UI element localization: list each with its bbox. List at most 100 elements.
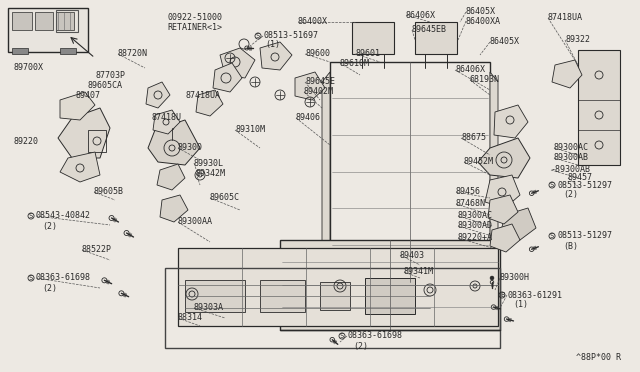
Polygon shape: [58, 108, 110, 158]
Bar: [60, 48, 76, 54]
Polygon shape: [60, 152, 100, 182]
Text: 89303A: 89303A: [194, 304, 224, 312]
Bar: [352, 22, 394, 54]
Text: 89605C: 89605C: [210, 193, 240, 202]
Polygon shape: [494, 105, 528, 138]
Text: 89300AD: 89300AD: [458, 221, 493, 231]
Bar: [578, 50, 620, 165]
Bar: [56, 10, 78, 32]
Text: 87418UA: 87418UA: [548, 13, 583, 22]
Polygon shape: [478, 138, 530, 178]
Text: 89300AB: 89300AB: [554, 154, 589, 163]
Polygon shape: [220, 48, 255, 78]
Polygon shape: [260, 42, 292, 70]
Text: B: B: [500, 292, 504, 298]
Text: 89300AA: 89300AA: [178, 218, 213, 227]
Polygon shape: [60, 92, 95, 120]
Text: 89610M: 89610M: [340, 58, 370, 67]
Text: 89341M: 89341M: [404, 267, 434, 276]
Text: 86406X: 86406X: [406, 10, 436, 19]
Text: 08363-61291: 08363-61291: [507, 291, 562, 299]
Text: 08513-51697: 08513-51697: [263, 32, 318, 41]
Text: S: S: [340, 333, 344, 339]
Text: 89601: 89601: [355, 49, 380, 58]
Text: 89300H: 89300H: [500, 273, 530, 282]
Text: 89605B: 89605B: [94, 187, 124, 196]
Text: 86406X: 86406X: [455, 65, 485, 74]
Circle shape: [490, 276, 494, 280]
Text: 86400XA: 86400XA: [466, 16, 501, 26]
Text: 87468N: 87468N: [456, 199, 486, 208]
Text: S: S: [550, 182, 554, 188]
Polygon shape: [157, 164, 185, 190]
Bar: [12, 12, 32, 30]
Text: (2): (2): [42, 283, 57, 292]
Text: 88522P: 88522P: [82, 246, 112, 254]
Text: 86405X: 86405X: [466, 7, 496, 16]
Bar: [8, 8, 88, 52]
Text: 89220+A: 89220+A: [458, 234, 493, 243]
Text: 89402M: 89402M: [304, 87, 334, 96]
Text: 89220: 89220: [14, 138, 39, 147]
Bar: [165, 268, 500, 348]
Text: (2): (2): [353, 341, 368, 350]
Text: 89456: 89456: [456, 187, 481, 196]
Text: 68193N: 68193N: [470, 76, 500, 84]
Bar: [178, 248, 498, 326]
Text: 87703P: 87703P: [96, 71, 126, 80]
Text: 89645E: 89645E: [305, 77, 335, 87]
Text: (1): (1): [513, 301, 528, 310]
Text: 89310M: 89310M: [235, 125, 265, 135]
Text: 08543-40842: 08543-40842: [36, 212, 91, 221]
Polygon shape: [146, 82, 170, 108]
Text: 08363-61698: 08363-61698: [36, 273, 91, 282]
Text: (1): (1): [265, 41, 280, 49]
Text: 89300: 89300: [178, 144, 203, 153]
Bar: [56, 12, 74, 30]
Bar: [12, 48, 28, 54]
Polygon shape: [490, 72, 498, 272]
Bar: [88, 130, 106, 152]
Text: (2): (2): [42, 221, 57, 231]
Text: 89300AC: 89300AC: [554, 144, 589, 153]
Polygon shape: [196, 90, 223, 116]
Text: 00922-51000: 00922-51000: [167, 13, 222, 22]
Bar: [330, 62, 490, 282]
Text: 88675: 88675: [461, 134, 486, 142]
Polygon shape: [552, 60, 582, 88]
Text: (2): (2): [563, 189, 578, 199]
Text: 89342M: 89342M: [196, 169, 226, 177]
Bar: [280, 240, 500, 330]
Polygon shape: [500, 208, 536, 240]
Text: S: S: [256, 33, 260, 39]
Polygon shape: [160, 195, 188, 222]
Text: 89406: 89406: [296, 113, 321, 122]
Bar: [320, 282, 350, 310]
Polygon shape: [213, 63, 242, 92]
Text: 89930L: 89930L: [194, 158, 224, 167]
Text: 87418U: 87418U: [152, 113, 182, 122]
Text: S: S: [29, 275, 33, 281]
Polygon shape: [295, 72, 325, 100]
Text: 87418UA: 87418UA: [186, 92, 221, 100]
Text: 86405X: 86405X: [490, 38, 520, 46]
Text: RETAINER<1>: RETAINER<1>: [167, 22, 222, 32]
Text: 89700X: 89700X: [14, 64, 44, 73]
Text: 88720N: 88720N: [118, 49, 148, 58]
Text: S: S: [29, 213, 33, 219]
Bar: [35, 12, 53, 30]
Circle shape: [170, 126, 174, 130]
Text: 89300AC: 89300AC: [458, 212, 493, 221]
Text: 08513-51297: 08513-51297: [557, 180, 612, 189]
Text: 89452M: 89452M: [464, 157, 494, 167]
Text: 08513-51297: 08513-51297: [557, 231, 612, 241]
Polygon shape: [490, 224, 520, 252]
Bar: [260, 280, 305, 312]
Polygon shape: [322, 72, 330, 272]
Bar: [415, 22, 457, 54]
Text: 89322: 89322: [565, 35, 590, 45]
Text: ^88P*00 R: ^88P*00 R: [576, 353, 621, 362]
Text: 89403: 89403: [400, 250, 425, 260]
Text: 89645EB: 89645EB: [412, 26, 447, 35]
Text: 89407: 89407: [75, 92, 100, 100]
